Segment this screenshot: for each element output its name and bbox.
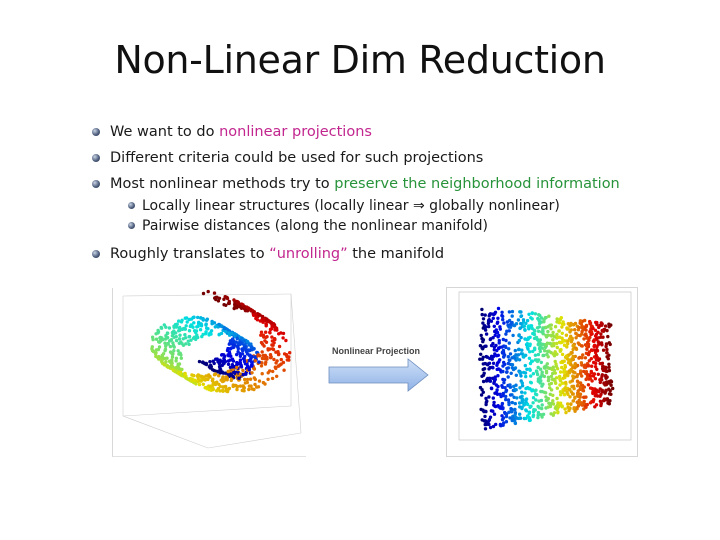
bullet-dot-icon xyxy=(92,250,100,258)
bullet-highlight: preserve the neighborhood information xyxy=(334,176,620,192)
slide-title: Non-Linear Dim Reduction xyxy=(114,38,606,82)
bullet-dot-icon xyxy=(128,202,135,209)
swiss-roll-scatter-icon xyxy=(122,289,302,449)
arrow-label: Nonlinear Projection xyxy=(332,346,421,356)
bullet-item: We want to do nonlinear projections xyxy=(92,122,692,148)
bullet-highlight: “unrolling” xyxy=(269,246,348,262)
bullet-list: We want to do nonlinear projections Diff… xyxy=(92,122,692,270)
bullet-item: Different criteria could be used for suc… xyxy=(92,148,692,174)
bullet-dot-icon xyxy=(92,180,100,188)
sub-bullet-item: Pairwise distances (along the nonlinear … xyxy=(92,216,692,236)
bullet-dot-icon xyxy=(92,128,100,136)
right-arrow-icon xyxy=(328,358,429,392)
bullet-text: Different criteria could be used for suc… xyxy=(110,150,484,166)
bullet-dot-icon xyxy=(92,154,100,162)
projection-arrow: Nonlinear Projection xyxy=(328,342,440,392)
unrolled-figure xyxy=(446,287,638,457)
bullet-text: Roughly translates to xyxy=(110,246,270,262)
bullet-text: Most nonlinear methods try to xyxy=(110,176,335,192)
bullet-text-after: the manifold xyxy=(347,246,445,262)
bullet-item: Roughly translates to “unrolling” the ma… xyxy=(92,244,692,270)
bullet-text: Locally linear structures (locally linea… xyxy=(142,198,560,214)
swiss-roll-figure xyxy=(112,288,306,457)
unrolled-scatter-icon xyxy=(458,291,632,441)
sub-bullet-item: Locally linear structures (locally linea… xyxy=(92,196,692,216)
bullet-text: Pairwise distances (along the nonlinear … xyxy=(142,218,489,234)
bullet-text: We want to do xyxy=(110,124,220,140)
bullet-highlight: nonlinear projections xyxy=(219,124,372,140)
bullet-item: Most nonlinear methods try to preserve t… xyxy=(92,174,692,196)
bullet-dot-icon xyxy=(128,222,135,229)
